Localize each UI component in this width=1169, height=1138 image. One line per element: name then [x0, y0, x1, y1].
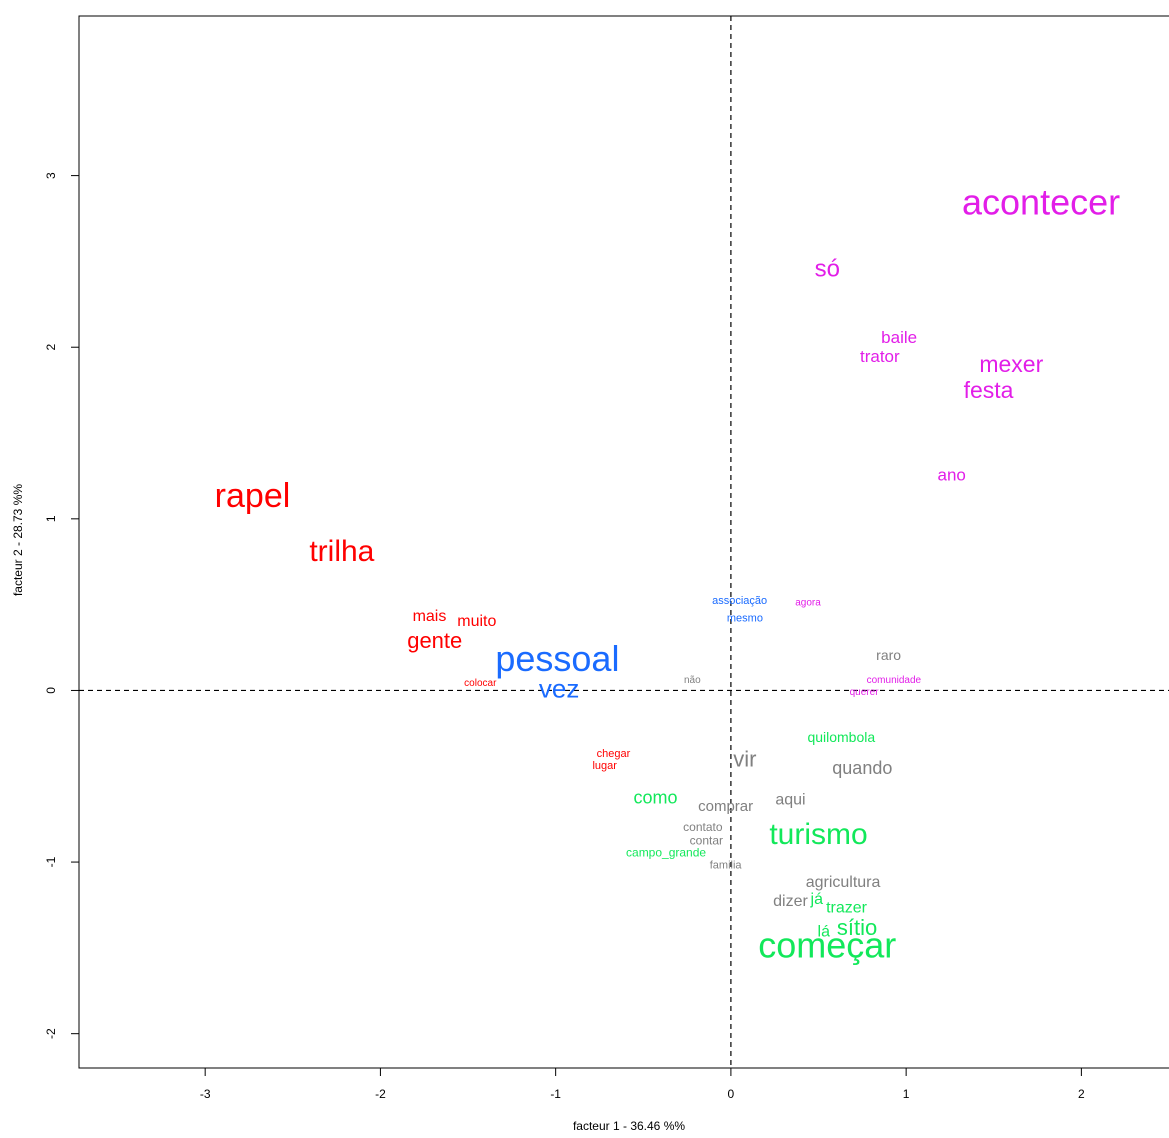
word-point: só: [815, 255, 840, 282]
word-point: comunidade: [867, 675, 922, 686]
y-axis-label: facteur 2 - 28.73 %%: [11, 484, 25, 596]
x-tick-label: -3: [200, 1087, 211, 1101]
word-point: comprar: [698, 798, 753, 815]
word-point: quando: [832, 758, 892, 778]
word-point: trator: [860, 347, 900, 366]
word-point: raro: [876, 647, 901, 663]
plot-frame: [78, 15, 1169, 1069]
word-point: agricultura: [806, 874, 881, 891]
word-point: associação: [712, 595, 767, 607]
word-point: mais: [413, 608, 447, 625]
word-point: como: [634, 787, 678, 807]
word-point: trilha: [309, 535, 374, 568]
word-point: aqui: [775, 791, 805, 808]
word-point: vez: [539, 673, 579, 703]
plot-border: [78, 15, 1169, 1069]
x-axis: -3 -2 -1 0 1 2: [200, 1068, 1085, 1101]
word-point: sítio: [837, 915, 877, 940]
word-point: campo_grande: [626, 846, 706, 860]
word-point: contar: [690, 834, 723, 848]
word-point: mexer: [979, 351, 1043, 377]
word-point: ano: [938, 465, 966, 484]
word-point: rapel: [215, 477, 291, 515]
word-point: querer: [850, 687, 880, 698]
word-point: chegar: [597, 748, 631, 760]
y-tick-label: 3: [44, 172, 58, 179]
word-point: baile: [881, 328, 917, 347]
word-point: lá: [818, 924, 831, 941]
x-axis-label: facteur 1 - 36.46 %%: [573, 1119, 685, 1133]
word-point: começar: [758, 924, 896, 965]
word-point: colocar: [464, 678, 497, 689]
y-tick-label: 1: [44, 515, 58, 522]
y-axis: -2 -1 0 1 2 3: [44, 172, 79, 1039]
word-point: trazer: [826, 900, 868, 917]
word-point: já: [810, 891, 824, 908]
word-point: dizer: [773, 893, 808, 910]
word-point: não: [684, 675, 701, 686]
word-point: contato: [683, 820, 723, 834]
word-point: mesmo: [727, 612, 763, 624]
word-point: festa: [964, 377, 1014, 403]
y-tick-label: 2: [44, 344, 58, 351]
x-tick-label: -2: [375, 1087, 386, 1101]
word-point: lugar: [592, 760, 617, 772]
word-point: gente: [407, 628, 462, 653]
word-point: familia: [710, 859, 743, 871]
word-point: muito: [457, 613, 496, 630]
x-tick-label: -1: [550, 1087, 561, 1101]
word-point: acontecer: [962, 181, 1120, 222]
y-tick-label: -1: [44, 856, 58, 867]
word-point: turismo: [769, 818, 867, 851]
y-tick-label: -2: [44, 1028, 58, 1039]
word-point: pessoal: [495, 638, 619, 679]
word-point: vir: [733, 747, 756, 772]
x-tick-label: 0: [728, 1087, 735, 1101]
word-point: agora: [795, 598, 821, 609]
y-tick-label: 0: [44, 687, 58, 694]
word-point: quilombola: [807, 729, 875, 745]
x-tick-label: 1: [903, 1087, 910, 1101]
reference-lines: [79, 16, 1169, 1068]
x-tick-label: 2: [1078, 1087, 1085, 1101]
